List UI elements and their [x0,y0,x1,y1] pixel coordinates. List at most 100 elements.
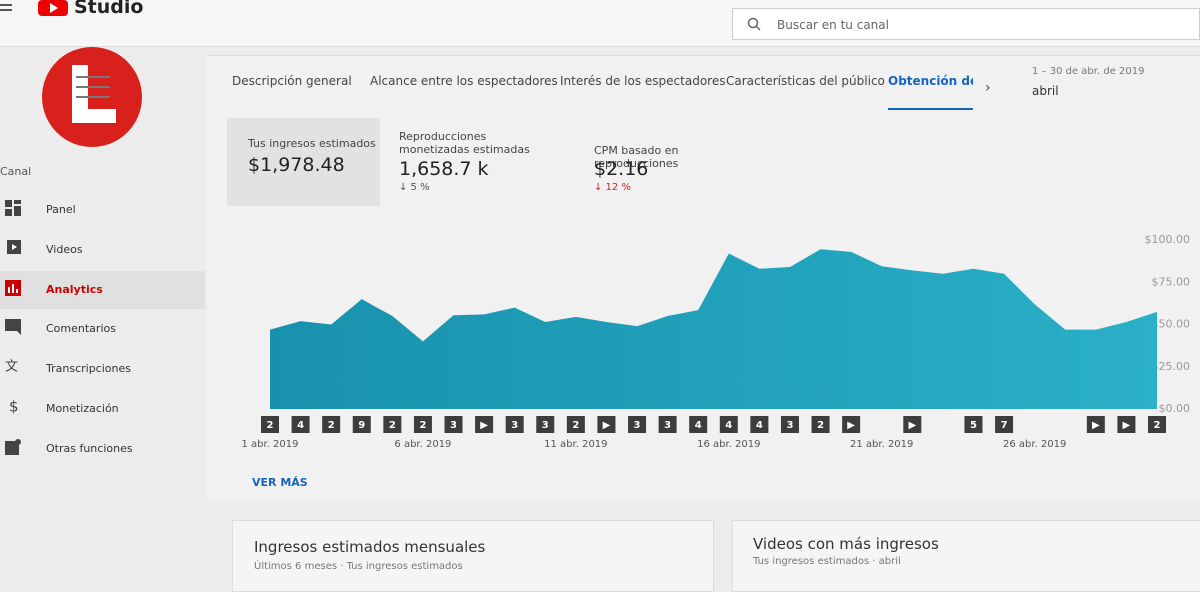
y-tick-label: $100.00 [1145,233,1191,246]
card: Ingresos estimados mensuales Últimos 6 m… [232,520,714,592]
card-title: Videos con más ingresos [753,535,939,553]
nav-item[interactable]: Videos [0,231,205,269]
video-marker-label: 2 [817,420,824,431]
video-marker [291,416,310,433]
video-marker-label: 9 [358,420,365,431]
tabs-next[interactable]: › [985,80,991,96]
nav-icon: 文 [5,360,18,375]
nav-item[interactable]: 文 Transcripciones [0,350,205,388]
video-marker [689,416,708,433]
x-tick-label: 16 abr. 2019 [697,439,760,450]
video-marker [352,416,371,433]
metric-label: Tus ingresos estimados [248,137,376,150]
y-tick-label: $0.00 [1159,402,1191,415]
logo-icon [0,0,68,16]
video-marker-label: 2 [267,420,274,431]
x-tick-label: 11 abr. 2019 [544,439,607,450]
metric-value: $2.16 [594,158,649,180]
tab[interactable]: Características del público [726,74,885,88]
video-marker [903,416,922,433]
search-icon [747,17,761,31]
video-marker-label: 5 [970,420,977,431]
video-marker [505,416,524,433]
video-marker-label: 2 [328,420,335,431]
svg-text:文: 文 [5,360,18,375]
video-marker [536,416,555,433]
video-marker-label: 3 [664,420,671,431]
video-marker-label: 4 [297,420,304,431]
video-marker [1117,416,1136,433]
video-marker-label: 2 [572,420,579,431]
video-marker [842,416,861,433]
video-marker [780,416,799,433]
x-tick-label: 21 abr. 2019 [850,439,913,450]
video-marker [1086,416,1105,433]
date-range: 1 – 30 de abr. de 2019 [1032,66,1145,77]
video-marker [811,416,830,433]
tab[interactable]: Interés de los espectadores [560,74,726,88]
y-tick-label: $50.00 [1152,318,1191,331]
video-marker [475,416,494,433]
search-placeholder: Buscar en tu canal [777,18,889,32]
video-marker-label: 3 [786,420,793,431]
card: Videos con más ingresos Tus ingresos est… [732,520,1200,592]
video-marker [719,416,738,433]
more-button[interactable]: VER MÁS [252,476,308,489]
card-subtitle: Últimos 6 meses · Tus ingresos estimados [254,561,463,572]
video-marker [322,416,341,433]
video-marker-label: 3 [542,420,549,431]
card-title: Ingresos estimados mensuales [254,538,486,556]
metric-selected[interactable] [227,118,380,206]
nav-icon: $ [9,399,19,416]
video-marker-label: 7 [1001,420,1008,431]
x-tick-label: 26 abr. 2019 [1003,439,1066,450]
nav-item[interactable]: Otras funciones [0,430,205,468]
tab[interactable]: Alcance entre los espectadores [370,74,558,88]
nav-item[interactable]: $ Monetización [0,390,205,428]
video-marker [261,416,279,433]
video-marker [597,416,616,433]
top-bar: Studio Buscar en tu canal [0,0,1200,47]
nav-icon [5,200,21,216]
y-tick-label: $75.00 [1152,275,1191,288]
video-marker-label: 4 [756,420,763,431]
metric-change: ↓ 12 % [594,182,631,193]
metric-value: 1,658.7 k [399,158,489,180]
nav-label: Monetización [46,402,119,415]
video-marker [964,416,983,433]
card-subtitle: Tus ingresos estimados · abril [753,556,901,567]
metric-label: CPM basado en reproducciones [594,144,679,170]
nav-icon [5,319,21,336]
video-marker [1148,416,1166,433]
video-marker-label: 2 [389,420,396,431]
nav-label: Analytics [46,282,103,296]
video-marker-label: ▶ [480,420,488,431]
video-marker-label: ▶ [1123,420,1131,431]
video-marker-label: 2 [419,420,426,431]
video-marker [750,416,769,433]
nav-icon [5,279,21,296]
metric-value: $1,978.48 [248,154,345,176]
nav-item[interactable]: Comentarios [0,310,205,348]
metric-change: ↓ 5 % [399,182,430,193]
svg-text:$: $ [9,399,19,416]
video-marker-label: ▶ [847,420,855,431]
nav-item[interactable]: Panel [0,191,205,229]
video-marker [413,416,432,433]
video-marker-label: 3 [634,420,641,431]
nav-label: Transcripciones [46,362,131,376]
nav-label: Panel [46,203,76,216]
x-tick-label: 1 abr. 2019 [241,439,298,450]
video-marker [444,416,463,433]
date-period[interactable]: abril [1032,84,1059,98]
tab[interactable]: Obtención de ing [888,74,973,88]
tab[interactable]: Descripción general [232,74,352,88]
video-marker [995,416,1014,433]
logo-text: Studio [74,0,144,18]
nav-item[interactable]: Analytics [0,270,205,309]
channel-avatar [42,47,142,147]
nav-icon [5,438,21,455]
search-box[interactable]: Buscar en tu canal [732,8,1200,40]
